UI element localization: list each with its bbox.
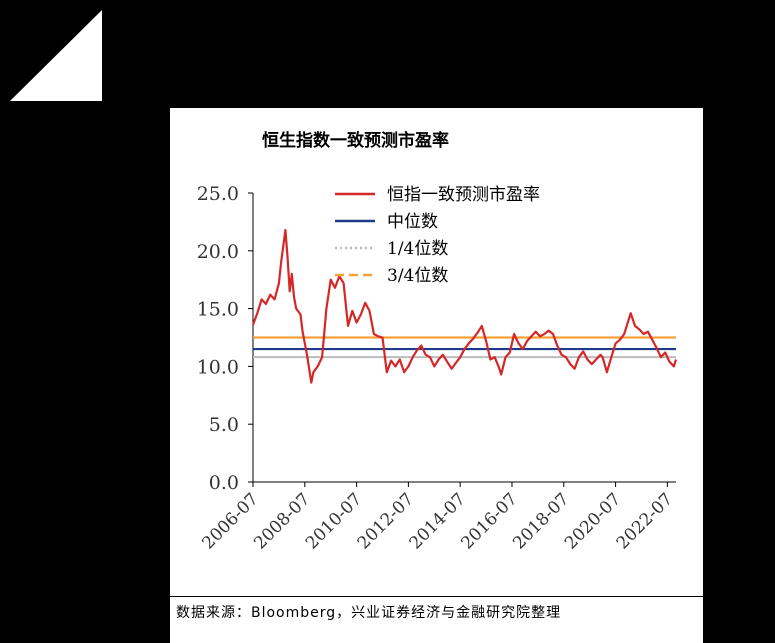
y-tick-label: 20.0 <box>197 241 239 263</box>
corner-triangle-shape <box>10 10 102 101</box>
source-note: 数据来源：Bloomberg，兴业证券经济与金融研究院整理 <box>176 605 562 621</box>
x-tick-label: 2006-07 <box>198 489 262 553</box>
legend-median-label: 中位数 <box>387 212 438 232</box>
chart-panel: 恒生指数一致预测市盈率 恒指一致预测市盈率 中位数 1/4位数 3/4位数 0.0 5.… <box>170 108 703 643</box>
chart-title: 恒生指数一致预测市盈率 <box>262 131 449 151</box>
legend-pe-label: 恒指一致预测市盈率 <box>387 185 540 205</box>
x-axis-ticks: 2006-072008-072010-072012-072014-072016-… <box>198 482 677 553</box>
legend-q3-label: 3/4位数 <box>387 266 448 286</box>
x-tick-label: 2014-07 <box>406 489 470 553</box>
legend-q1-label: 1/4位数 <box>387 239 448 259</box>
y-tick-label: 25.0 <box>197 183 239 205</box>
x-tick-label: 2020-07 <box>561 489 625 553</box>
y-tick-label: 10.0 <box>197 356 239 378</box>
x-tick-label: 2010-07 <box>302 489 366 553</box>
y-tick-label: 15.0 <box>197 299 239 321</box>
pe-line <box>251 228 678 384</box>
x-tick-label: 2018-07 <box>509 489 573 553</box>
x-tick-label: 2022-07 <box>613 489 677 553</box>
x-tick-label: 2012-07 <box>354 489 418 553</box>
y-tick-label: 5.0 <box>209 414 239 436</box>
source-divider <box>170 596 703 597</box>
y-axis-ticks: 0.0 5.0 10.0 15.0 20.0 25.0 <box>197 183 253 494</box>
pe-series <box>251 228 678 384</box>
x-tick-label: 2016-07 <box>457 489 521 553</box>
y-tick-label: 0.0 <box>209 472 239 494</box>
x-tick-label: 2008-07 <box>250 489 314 553</box>
